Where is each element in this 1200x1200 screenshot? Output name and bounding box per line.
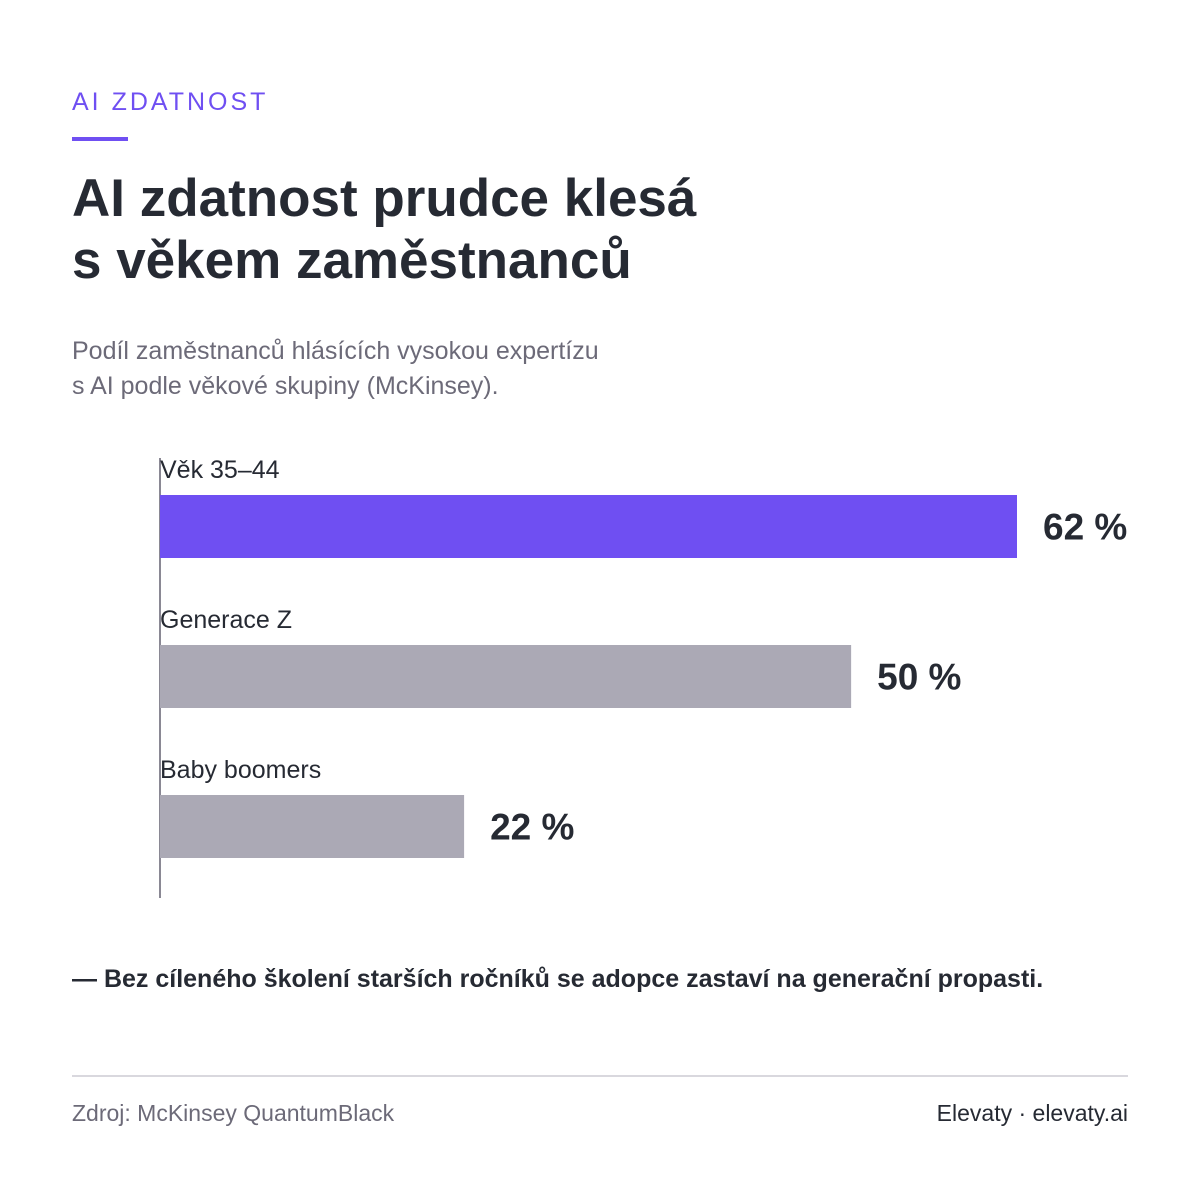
bar-chart: Věk 35–44 62 % Generace Z 50 % Baby boomers 2… xyxy=(159,456,1127,898)
category-label: Věk 35–44 xyxy=(160,456,280,484)
eyebrow-underline xyxy=(72,137,128,141)
subtitle: Podíl zaměstnanců hlásících vysokou expe… xyxy=(72,334,599,404)
source-credit: Zdroj: McKinsey QuantumBlack xyxy=(72,1100,395,1126)
page-title: AI zdatnost prudce klesá s věkem zaměstn… xyxy=(72,168,696,292)
brand-link[interactable]: Elevaty · elevaty.ai xyxy=(936,1100,1128,1126)
title-line-1: AI zdatnost prudce klesá xyxy=(72,169,697,228)
bar xyxy=(160,645,852,708)
subtitle-line-1: Podíl zaměstnanců hlásících vysokou expe… xyxy=(72,337,599,365)
value-label: 22 % xyxy=(490,807,574,848)
bar xyxy=(160,495,1017,558)
title-line-2: s věkem zaměstnanců xyxy=(72,231,632,290)
eyebrow-label: AI ZDATNOST xyxy=(72,88,269,116)
subtitle-line-2: s AI podle věkové skupiny (McKinsey). xyxy=(72,372,499,400)
category-label: Generace Z xyxy=(160,606,292,634)
category-label: Baby boomers xyxy=(160,756,321,784)
value-label: 50 % xyxy=(877,657,961,698)
value-label: 62 % xyxy=(1043,507,1127,548)
bar xyxy=(160,795,465,858)
footer-divider xyxy=(72,1075,1128,1077)
footnote-quote: — Bez cíleného školení starších ročníků … xyxy=(72,965,1044,993)
